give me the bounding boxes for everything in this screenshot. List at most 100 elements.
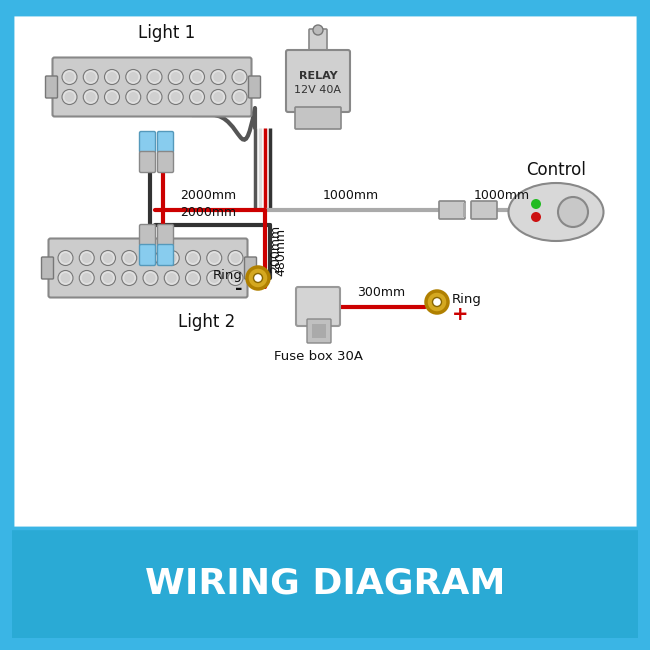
Circle shape — [124, 273, 135, 283]
Circle shape — [213, 72, 223, 82]
Circle shape — [167, 253, 177, 263]
Circle shape — [58, 250, 73, 265]
Text: 200mm: 200mm — [269, 225, 282, 273]
Circle shape — [79, 270, 94, 285]
Circle shape — [426, 291, 448, 313]
Circle shape — [105, 70, 120, 84]
Text: 300mm: 300mm — [357, 286, 405, 299]
Circle shape — [62, 90, 77, 105]
Circle shape — [188, 273, 198, 283]
Circle shape — [107, 72, 117, 82]
Circle shape — [171, 92, 181, 102]
Circle shape — [147, 70, 162, 84]
Circle shape — [146, 253, 155, 263]
FancyBboxPatch shape — [42, 257, 53, 279]
Text: 2000mm: 2000mm — [180, 189, 236, 202]
Circle shape — [228, 250, 243, 265]
FancyBboxPatch shape — [140, 244, 155, 265]
FancyBboxPatch shape — [140, 151, 155, 172]
Circle shape — [213, 92, 223, 102]
Circle shape — [211, 90, 226, 105]
Circle shape — [107, 92, 117, 102]
Circle shape — [235, 72, 244, 82]
Text: 12V 40A: 12V 40A — [294, 85, 341, 95]
Circle shape — [125, 90, 141, 105]
Circle shape — [235, 92, 244, 102]
Circle shape — [128, 92, 138, 102]
FancyBboxPatch shape — [296, 287, 340, 326]
Circle shape — [64, 92, 75, 102]
Text: RELAY: RELAY — [299, 71, 337, 81]
Circle shape — [531, 212, 541, 222]
Circle shape — [190, 90, 205, 105]
Circle shape — [103, 253, 113, 263]
Bar — [463, 203, 466, 217]
Circle shape — [82, 273, 92, 283]
Text: Ring: Ring — [213, 268, 243, 281]
Circle shape — [86, 72, 96, 82]
FancyBboxPatch shape — [46, 76, 57, 98]
Bar — [12, 14, 638, 528]
Circle shape — [209, 253, 219, 263]
Text: Ring: Ring — [452, 292, 482, 306]
Circle shape — [105, 90, 120, 105]
FancyBboxPatch shape — [307, 319, 331, 343]
Circle shape — [82, 253, 92, 263]
Circle shape — [247, 267, 269, 289]
Text: 2000mm: 2000mm — [180, 206, 236, 219]
Circle shape — [101, 250, 116, 265]
Circle shape — [192, 72, 202, 82]
FancyBboxPatch shape — [244, 257, 257, 279]
Circle shape — [147, 90, 162, 105]
Circle shape — [232, 90, 247, 105]
Circle shape — [62, 70, 77, 84]
Text: -: - — [235, 280, 243, 298]
Circle shape — [167, 273, 177, 283]
Circle shape — [207, 250, 222, 265]
Circle shape — [125, 70, 141, 84]
Circle shape — [558, 197, 588, 227]
Circle shape — [128, 72, 138, 82]
Text: Light 1: Light 1 — [138, 24, 196, 42]
Text: 1000mm: 1000mm — [474, 189, 530, 202]
Bar — [12, 530, 638, 638]
Circle shape — [171, 72, 181, 82]
Ellipse shape — [508, 183, 603, 241]
Circle shape — [231, 273, 240, 283]
Circle shape — [101, 270, 116, 285]
Circle shape — [207, 270, 222, 285]
FancyBboxPatch shape — [53, 57, 252, 116]
Circle shape — [122, 250, 136, 265]
Circle shape — [168, 90, 183, 105]
FancyBboxPatch shape — [157, 244, 174, 265]
Circle shape — [192, 92, 202, 102]
Circle shape — [164, 270, 179, 285]
Circle shape — [185, 250, 200, 265]
Circle shape — [60, 273, 70, 283]
Circle shape — [231, 253, 240, 263]
FancyBboxPatch shape — [49, 239, 248, 298]
Text: Fuse box 30A: Fuse box 30A — [274, 350, 363, 363]
Circle shape — [83, 90, 98, 105]
FancyBboxPatch shape — [439, 201, 465, 219]
Text: Light 2: Light 2 — [178, 313, 235, 331]
Circle shape — [124, 253, 135, 263]
Circle shape — [79, 250, 94, 265]
FancyBboxPatch shape — [295, 107, 341, 129]
Circle shape — [168, 70, 183, 84]
Circle shape — [103, 273, 113, 283]
Circle shape — [232, 70, 247, 84]
Text: 480mm: 480mm — [274, 228, 287, 276]
FancyBboxPatch shape — [157, 131, 174, 153]
Circle shape — [185, 270, 200, 285]
FancyBboxPatch shape — [286, 50, 350, 112]
Circle shape — [86, 92, 96, 102]
Text: +: + — [452, 304, 469, 324]
Circle shape — [164, 250, 179, 265]
Circle shape — [64, 72, 75, 82]
Text: 1000mm: 1000mm — [323, 189, 379, 202]
FancyBboxPatch shape — [248, 76, 261, 98]
FancyBboxPatch shape — [140, 224, 155, 246]
Bar — [12, 14, 638, 528]
Circle shape — [432, 298, 441, 307]
